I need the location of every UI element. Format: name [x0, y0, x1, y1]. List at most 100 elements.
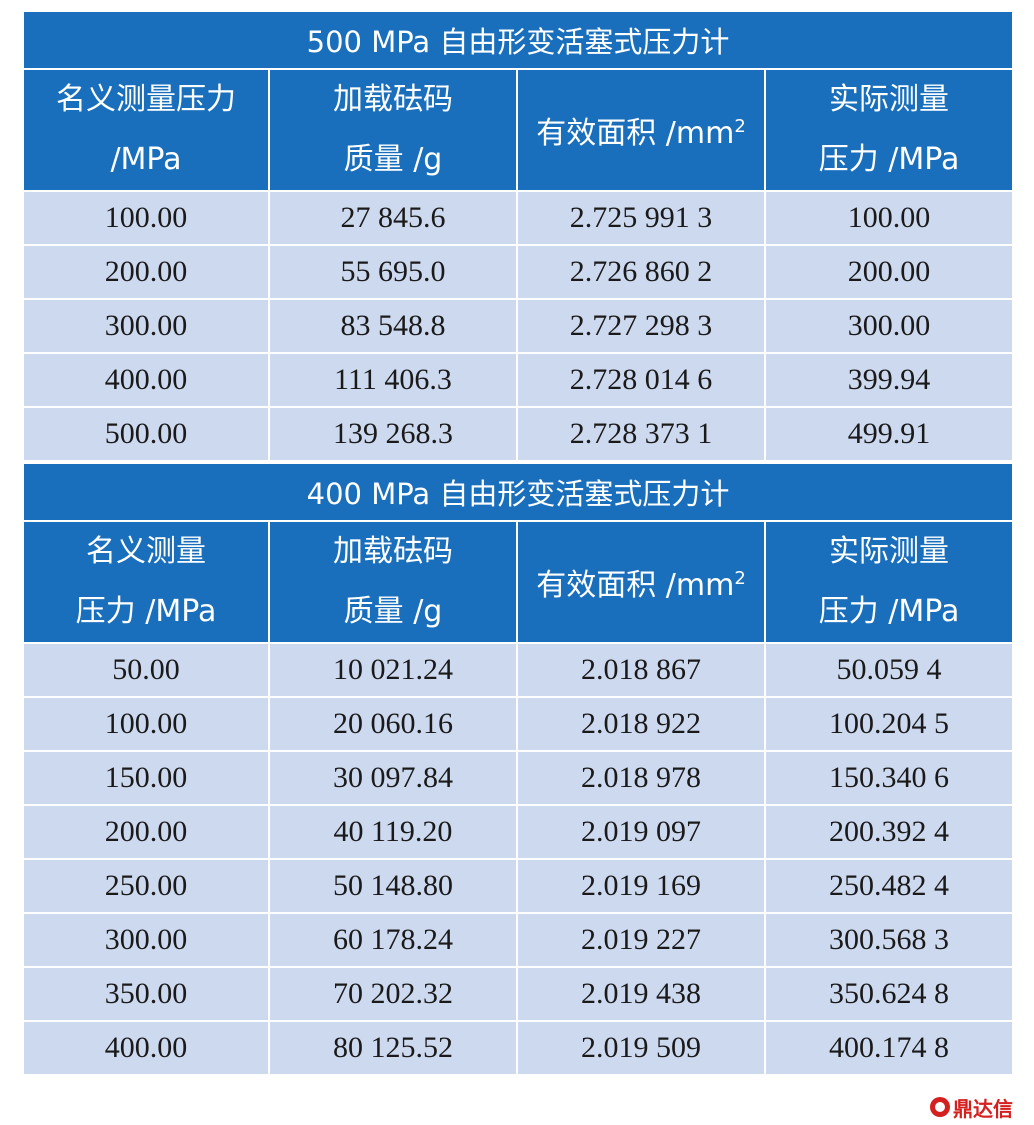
table-cell: 40 119.20 — [268, 804, 518, 860]
header-row: 名义测量压力 /MPa 加载砝码 质量 /g 有效面积 /mm2 实际测量 压力… — [22, 68, 1015, 192]
header-actual-pressure: 实际测量 压力 /MPa — [763, 520, 1015, 644]
table-cell: 2.018 922 — [516, 696, 766, 752]
table-cell: 27 845.6 — [268, 190, 518, 246]
table-cell: 150.340 6 — [763, 750, 1015, 806]
table-row: 50.00 10 021.24 2.018 867 50.059 4 — [22, 642, 1015, 698]
table-row: 300.00 60 178.24 2.019 227 300.568 3 — [22, 912, 1015, 968]
table-row: 350.00 70 202.32 2.019 438 350.624 8 — [22, 966, 1015, 1022]
table-cell: 50 148.80 — [268, 858, 518, 914]
table-cell: 50.059 4 — [763, 642, 1015, 698]
table-cell: 2.728 373 1 — [516, 406, 766, 462]
table-cell: 20 060.16 — [268, 696, 518, 752]
table-row: 100.00 20 060.16 2.018 922 100.204 5 — [22, 696, 1015, 752]
header-line: 质量 /g — [343, 142, 443, 177]
header-line: 压力 /MPa — [818, 142, 960, 177]
header-line: 加载砝码 — [333, 82, 453, 117]
table-cell: 200.00 — [22, 804, 270, 860]
table-row: 150.00 30 097.84 2.018 978 150.340 6 — [22, 750, 1015, 806]
table-cell: 300.00 — [22, 912, 270, 968]
table-cell: 2.019 509 — [516, 1020, 766, 1076]
table-cell: 100.00 — [763, 190, 1015, 246]
table-cell: 150.00 — [22, 750, 270, 806]
table-row: 400.00 80 125.52 2.019 509 400.174 8 — [22, 1020, 1015, 1076]
table-row: 250.00 50 148.80 2.019 169 250.482 4 — [22, 858, 1015, 914]
logo-icon — [930, 1097, 950, 1117]
header-weight-mass: 加载砝码 质量 /g — [268, 520, 518, 644]
table-cell: 2.726 860 2 — [516, 244, 766, 300]
table-cell: 200.392 4 — [763, 804, 1015, 860]
header-superscript: 2 — [734, 115, 746, 137]
table-row: 500.00 139 268.3 2.728 373 1 499.91 — [22, 406, 1015, 462]
table-cell: 2.728 014 6 — [516, 352, 766, 408]
table-cell: 2.019 169 — [516, 858, 766, 914]
table-cell: 2.019 438 — [516, 966, 766, 1022]
table-cell: 400.00 — [22, 352, 270, 408]
header-line: 有效面积 /mm — [536, 567, 735, 603]
table-cell: 200.00 — [22, 244, 270, 300]
table-cell: 300.00 — [22, 298, 270, 354]
table-cell: 2.725 991 3 — [516, 190, 766, 246]
header-line: 压力 /MPa — [818, 594, 960, 629]
table-cell: 50.00 — [22, 642, 270, 698]
table-cell: 2.019 227 — [516, 912, 766, 968]
table-title: 500 MPa 自由形变活塞式压力计 — [21, 10, 1015, 70]
header-line: 实际测量 — [829, 82, 950, 117]
table-cell: 55 695.0 — [268, 244, 518, 300]
table-row: 200.00 55 695.0 2.726 860 2 200.00 — [22, 244, 1015, 300]
header-line: 名义测量 — [86, 534, 206, 569]
table-cell: 60 178.24 — [268, 912, 518, 968]
table-cell: 100.204 5 — [763, 696, 1015, 752]
table-cell: 200.00 — [763, 244, 1015, 300]
header-effective-area: 有效面积 /mm2 — [516, 520, 766, 644]
table-cell: 400.174 8 — [763, 1020, 1015, 1076]
header-line: 实际测量 — [829, 534, 950, 569]
table-cell: 250.00 — [22, 858, 270, 914]
table-cell: 10 021.24 — [268, 642, 518, 698]
table-title-row: 500 MPa 自由形变活塞式压力计 — [21, 10, 1015, 70]
table-cell: 30 097.84 — [268, 750, 518, 806]
header-line: 压力 /MPa — [75, 594, 217, 629]
watermark-logo: 鼎达信 — [930, 1094, 1013, 1121]
header-line: 质量 /g — [343, 594, 443, 629]
table-cell: 100.00 — [22, 696, 270, 752]
header-effective-area: 有效面积 /mm2 — [516, 68, 766, 192]
pressure-table-400: 400 MPa 自由形变活塞式压力计 名义测量 压力 /MPa 加载砝码 质量 … — [21, 462, 1015, 1076]
table-row: 400.00 111 406.3 2.728 014 6 399.94 — [22, 352, 1015, 408]
pressure-table-500: 500 MPa 自由形变活塞式压力计 名义测量压力 /MPa 加载砝码 质量 /… — [21, 10, 1015, 462]
table-row: 100.00 27 845.6 2.725 991 3 100.00 — [22, 190, 1015, 246]
table-cell: 2.018 978 — [516, 750, 766, 806]
table-row: 200.00 40 119.20 2.019 097 200.392 4 — [22, 804, 1015, 860]
table-cell: 300.00 — [763, 298, 1015, 354]
document-tables: 500 MPa 自由形变活塞式压力计 名义测量压力 /MPa 加载砝码 质量 /… — [21, 10, 1015, 1076]
table-cell: 399.94 — [763, 352, 1015, 408]
header-line: 名义测量压力 — [56, 82, 236, 117]
header-superscript: 2 — [734, 567, 746, 589]
table-cell: 70 202.32 — [268, 966, 518, 1022]
table-body: 50.00 10 021.24 2.018 867 50.059 4 100.00 20 … — [22, 642, 1015, 1076]
table-cell: 100.00 — [22, 190, 270, 246]
table-cell: 300.568 3 — [763, 912, 1015, 968]
table-cell: 499.91 — [763, 406, 1015, 462]
table-cell: 111 406.3 — [268, 352, 518, 408]
header-nominal-pressure: 名义测量压力 /MPa — [22, 68, 270, 192]
table-cell: 80 125.52 — [268, 1020, 518, 1076]
table-title-row: 400 MPa 自由形变活塞式压力计 — [21, 462, 1015, 522]
table-cell: 2.019 097 — [516, 804, 766, 860]
header-row: 名义测量 压力 /MPa 加载砝码 质量 /g 有效面积 /mm2 实际测量 压… — [22, 520, 1015, 644]
table-cell: 2.018 867 — [516, 642, 766, 698]
table-row: 300.00 83 548.8 2.727 298 3 300.00 — [22, 298, 1015, 354]
table-cell: 350.00 — [22, 966, 270, 1022]
table-title: 400 MPa 自由形变活塞式压力计 — [21, 462, 1015, 522]
table-cell: 500.00 — [22, 406, 270, 462]
header-line: 有效面积 /mm — [536, 115, 735, 151]
table-cell: 400.00 — [22, 1020, 270, 1076]
header-weight-mass: 加载砝码 质量 /g — [268, 68, 518, 192]
header-line: /MPa — [110, 142, 182, 177]
watermark-text: 鼎达信 — [953, 1096, 1013, 1121]
table-cell: 350.624 8 — [763, 966, 1015, 1022]
table-cell: 250.482 4 — [763, 858, 1015, 914]
table-cell: 2.727 298 3 — [516, 298, 766, 354]
table-body: 100.00 27 845.6 2.725 991 3 100.00 200.00 55 … — [22, 190, 1015, 462]
table-cell: 139 268.3 — [268, 406, 518, 462]
header-line: 加载砝码 — [333, 534, 453, 569]
